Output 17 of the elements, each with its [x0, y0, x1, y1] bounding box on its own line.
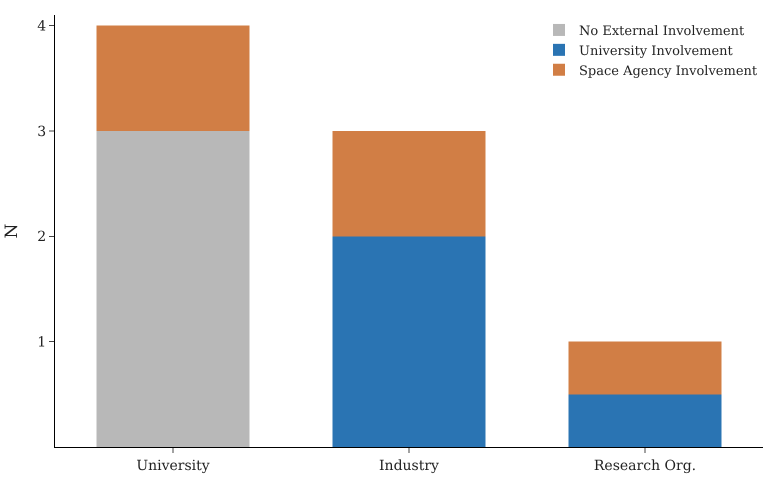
bar	[568, 342, 722, 394]
y-tick-label: 1	[37, 334, 46, 351]
y-tick-label: 2	[37, 229, 46, 246]
legend-label: No External Involvement	[579, 24, 745, 40]
y-tick-label: 3	[37, 124, 46, 140]
x-tick-label: Research Org.	[594, 458, 696, 474]
x-tick-label: Industry	[379, 458, 440, 474]
bar	[96, 26, 250, 131]
bar	[568, 394, 722, 447]
y-axis-title: N	[2, 223, 22, 238]
x-tick-label: University	[136, 458, 210, 474]
bar	[96, 130, 250, 447]
y-tick-label: 4	[37, 18, 46, 34]
bar	[332, 236, 486, 447]
bar	[332, 130, 486, 236]
legend-label: University Involvement	[579, 44, 734, 59]
legend-label: Space Agency Involvement	[579, 64, 758, 79]
